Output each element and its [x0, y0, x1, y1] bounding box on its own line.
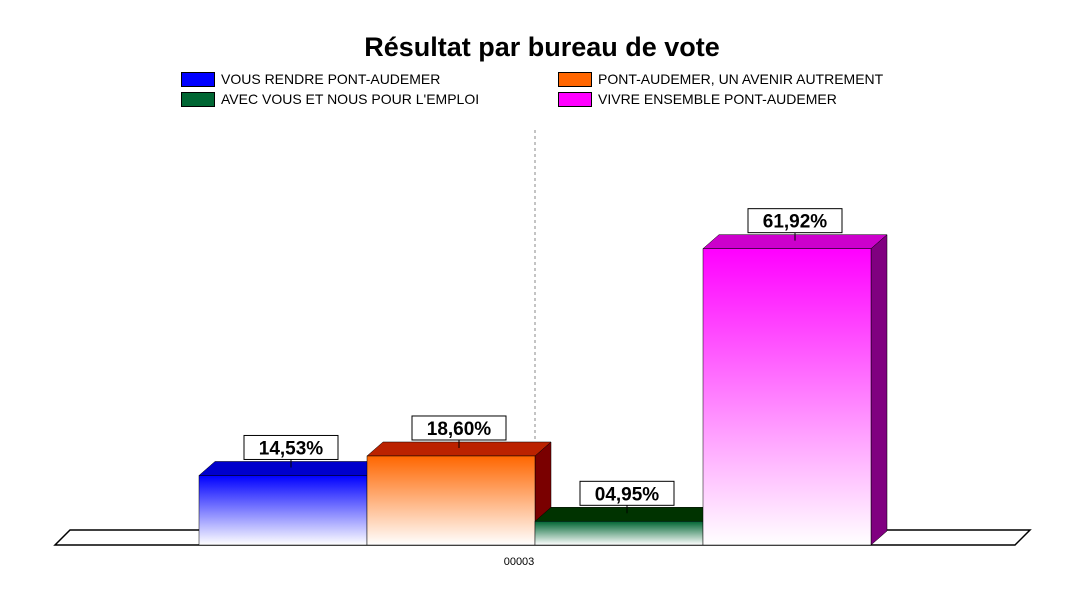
- bar: [702, 248, 872, 546]
- legend-label: PONT-AUDEMER, UN AVENIR AUTREMENT: [598, 71, 884, 87]
- bar-group: [366, 441, 552, 546]
- data-label-box: [579, 480, 675, 506]
- bar-side: [870, 234, 888, 546]
- bar: [366, 455, 536, 546]
- data-label-box: [243, 434, 339, 460]
- data-label-text: 61,92%: [763, 212, 828, 233]
- legend-label: AVEC VOUS ET NOUS POUR L'EMPLOI: [221, 91, 480, 107]
- data-label-box: [747, 208, 843, 234]
- data-label: 18,60%: [411, 415, 507, 448]
- bar: [534, 521, 704, 546]
- chart-title: Résultat par bureau de vote: [364, 32, 720, 62]
- data-label: 61,92%: [747, 208, 843, 241]
- legend-swatch: [181, 71, 215, 87]
- legend-item: VOUS RENDRE PONT-AUDEMER: [181, 70, 440, 88]
- data-label: 14,53%: [243, 434, 339, 468]
- data-label-box: [411, 415, 507, 441]
- legend-swatch: [558, 71, 592, 87]
- legend-swatch: [181, 91, 215, 107]
- legend-item: PONT-AUDEMER, UN AVENIR AUTREMENT: [558, 70, 883, 88]
- data-label: 04,95%: [579, 480, 675, 514]
- bar-group: [198, 460, 384, 546]
- bar: [198, 475, 368, 546]
- legend-label: VOUS RENDRE PONT-AUDEMER: [221, 71, 441, 87]
- legend-label: VIVRE ENSEMBLE PONT-AUDEMER: [598, 91, 837, 107]
- data-label-text: 18,60%: [427, 419, 492, 440]
- legend-swatch: [558, 91, 592, 107]
- data-label-text: 04,95%: [595, 484, 660, 505]
- legend-item: VIVRE ENSEMBLE PONT-AUDEMER: [558, 90, 837, 108]
- bar-group: [702, 234, 888, 546]
- data-label-text: 14,53%: [259, 438, 324, 459]
- category-label: 00003: [504, 556, 535, 568]
- legend-item: AVEC VOUS ET NOUS POUR L'EMPLOI: [181, 90, 479, 108]
